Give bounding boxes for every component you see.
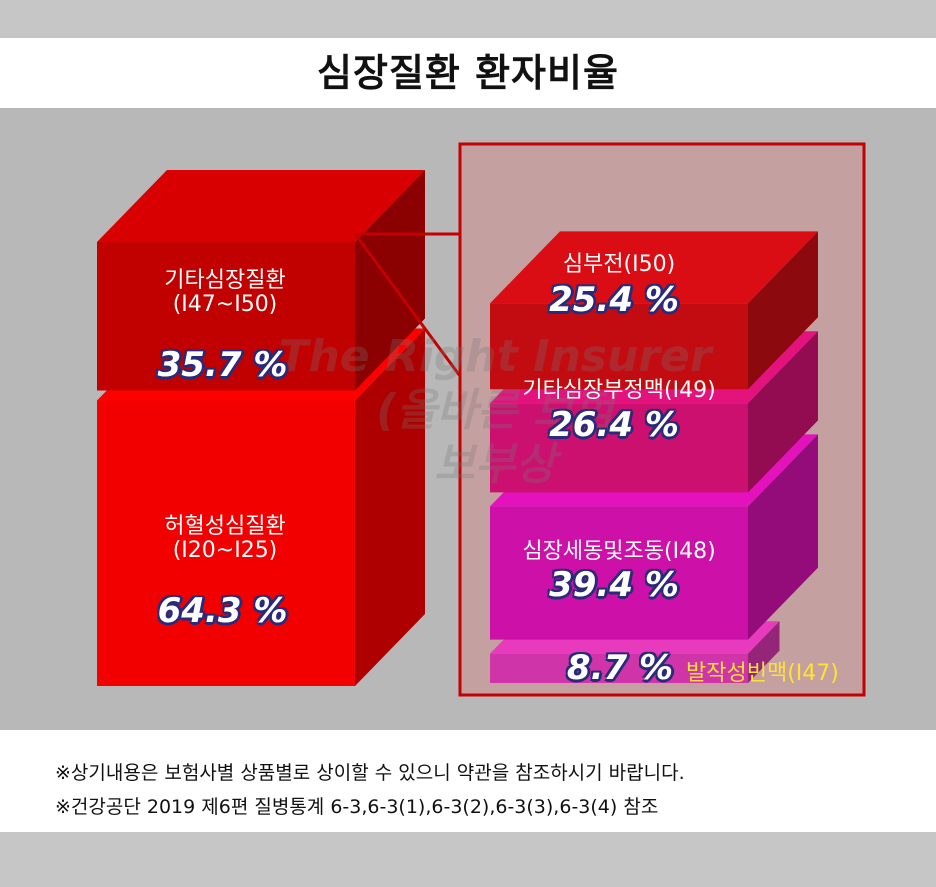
bar-psvt-side (748, 621, 780, 683)
label-heart-failure-name: 심부전(I50) (562, 252, 676, 277)
value-other-heart: 35.7 % (157, 345, 288, 385)
label-ischemic-code: (I20~I25) (172, 538, 278, 563)
bar-ischemic-front (97, 400, 355, 686)
bar-heart-failure-front (490, 303, 748, 390)
bar-ischemic-side (355, 328, 425, 686)
bar-heart-failure-top (490, 231, 818, 304)
footer-band (0, 832, 936, 887)
watermark-line-1: The Right Insurer (278, 331, 712, 382)
label-other-arrhythmia-name: 기타심장부정맥(I49) (522, 378, 716, 403)
note-terms: ※상기내용은 보험사별 상품별로 상이할 수 있으니 약관을 참조하시기 바랍니… (55, 762, 685, 784)
value-af-flutter: 39.4 % (549, 565, 679, 605)
page-title: 심장질환 환자비율 (317, 51, 619, 95)
note-source: ※건강공단 2019 제6편 질병통계 6-3,6-3(1),6-3(2),6-… (55, 796, 659, 818)
label-af-flutter-name: 심장세동및조동(I48) (522, 539, 716, 564)
bar-heart-failure-side (748, 231, 818, 390)
value-heart-failure: 25.4 % (549, 280, 679, 320)
bar-psvt-front (490, 653, 748, 683)
title-band: 심장질환 환자비율 (0, 38, 936, 108)
bar-af-flutter-side (748, 434, 818, 640)
bar-af-flutter-front (490, 506, 748, 640)
connector-line-diagonal (353, 233, 462, 377)
value-other-arrhythmia: 26.4 % (549, 405, 679, 445)
bar-other-heart-top (97, 170, 425, 242)
bar-other-heart-front (97, 242, 355, 391)
bar-other-arrhythmia-front (490, 403, 748, 493)
watermark-line-2: (올바른 보험 (376, 385, 614, 436)
notes-panel: ※상기내용은 보험사별 상품별로 상이할 수 있으니 약관을 참조하시기 바랍니… (0, 730, 936, 832)
watermark: The Right Insurer (올바른 보험 보부상 (255, 330, 735, 492)
chart-canvas (97, 142, 866, 697)
value-psvt: 8.7 % (566, 648, 674, 688)
label-other-heart-code: (I47~I50) (172, 292, 278, 317)
label-other-heart-name: 기타심장질환 (164, 268, 286, 293)
label-psvt-name: 발작성빈맥(I47) (686, 661, 839, 686)
value-ischemic: 64.3 % (157, 591, 288, 631)
label-ischemic-name: 허혈성심질환 (164, 514, 286, 539)
watermark-line-3: 보부상 (434, 439, 556, 490)
bar-other-arrhythmia-side (748, 331, 818, 493)
